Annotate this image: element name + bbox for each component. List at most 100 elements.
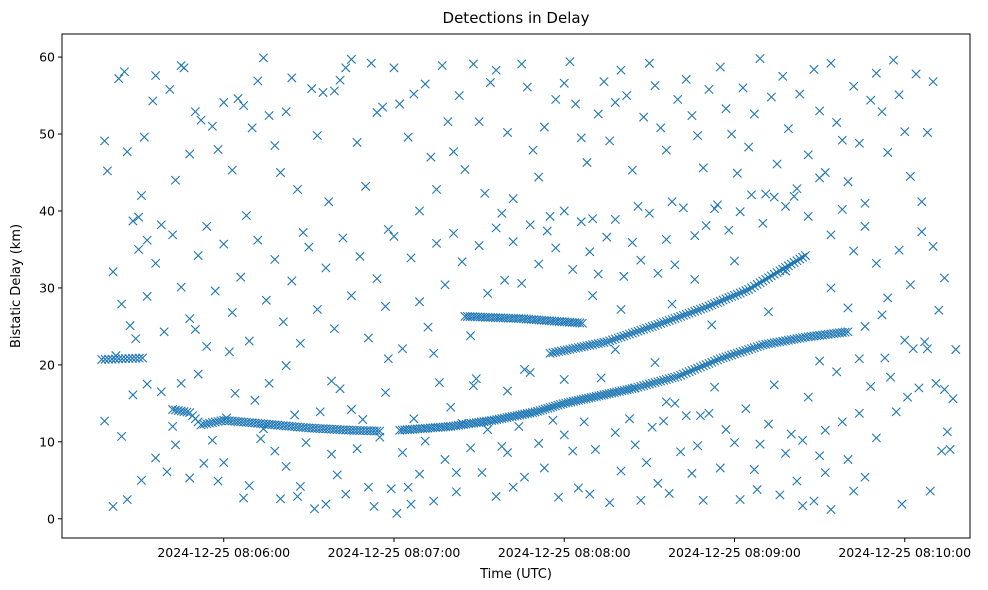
- scatter-point: [545, 211, 555, 221]
- x-axis-label: Time (UTC): [479, 567, 552, 582]
- scatter-point: [803, 392, 813, 402]
- scatter-point: [616, 65, 626, 75]
- scatter-point: [491, 65, 501, 75]
- scatter-point: [559, 374, 569, 385]
- scatter-point: [151, 70, 161, 81]
- scatter-point: [363, 482, 374, 492]
- scatter-point: [395, 99, 405, 109]
- track-point-track_d: [630, 383, 640, 393]
- track-point-track_b: [372, 426, 382, 436]
- scatter-point: [661, 234, 671, 245]
- x-axis-ticks: 2024-12-25 08:06:00 2024-12-25 08:07:00 20…: [157, 538, 971, 560]
- scatter-point: [633, 201, 643, 211]
- scatter-point: [185, 314, 195, 324]
- track-point-track_d: [701, 360, 711, 370]
- scatter-point: [815, 356, 825, 366]
- scatter-point: [894, 245, 904, 255]
- scatter-point: [176, 378, 186, 388]
- scatter-point: [500, 275, 510, 285]
- scatter-point: [815, 106, 825, 116]
- scatter-point: [406, 253, 416, 263]
- track-point-track_d: [729, 349, 740, 359]
- scatter-point: [431, 184, 442, 195]
- scatter-point: [704, 408, 714, 418]
- scatter-point: [942, 427, 952, 437]
- scatter-point: [687, 468, 697, 478]
- track-point-track_f: [573, 342, 584, 353]
- scatter-point: [202, 341, 212, 351]
- scatter-point: [860, 321, 870, 331]
- track-point-track_f: [718, 295, 728, 305]
- track-point-track_f: [644, 322, 654, 332]
- scatter-point: [219, 239, 229, 249]
- scatter-point: [477, 468, 487, 478]
- track-point-track_d: [724, 351, 734, 361]
- track-point-track_d: [786, 335, 796, 345]
- scatter-point: [119, 67, 130, 77]
- scatter-point: [329, 324, 339, 334]
- x-tick-label: 2024-12-25 08:10:00: [838, 545, 971, 560]
- track-point-track_d: [673, 371, 683, 382]
- scatter-point: [908, 344, 918, 354]
- scatter-point: [826, 283, 836, 293]
- scatter-point: [485, 77, 496, 88]
- scatter-point: [239, 100, 249, 111]
- scatter-point: [678, 203, 689, 213]
- scatter-point: [599, 77, 609, 87]
- scatter-point: [156, 387, 166, 397]
- track-point-track_d: [698, 361, 708, 371]
- scatter-point: [491, 223, 501, 233]
- scatter-point: [324, 197, 334, 207]
- track-point-track_d: [763, 339, 774, 349]
- scatter-point: [585, 247, 595, 257]
- scatter-point: [605, 136, 615, 146]
- track-point-track_f: [758, 276, 768, 286]
- scatter-point: [596, 373, 606, 383]
- track-point-track_d: [744, 344, 754, 355]
- scatter-point: [168, 421, 178, 432]
- track-point-track_d: [775, 337, 785, 347]
- track-point-track_d: [687, 365, 697, 376]
- scatter-point: [99, 416, 110, 426]
- scatter-point: [667, 299, 677, 309]
- scatter-point: [783, 124, 793, 134]
- scatter-point: [815, 173, 825, 183]
- track-point-track_d: [741, 345, 751, 355]
- scatter-point: [134, 244, 144, 255]
- track-point-track_f: [605, 336, 615, 346]
- scatter-point: [193, 251, 203, 261]
- scatter-point: [392, 508, 402, 518]
- track-point-track_d: [780, 336, 791, 346]
- scatter-point: [738, 83, 748, 93]
- track-point-track_f: [653, 319, 663, 330]
- scatter-point: [261, 295, 271, 305]
- track-point-track_d: [843, 327, 853, 337]
- scatter-point: [292, 491, 303, 502]
- scatter-point: [931, 378, 941, 388]
- track-point-track_a: [131, 353, 141, 363]
- scatter-point: [729, 437, 740, 448]
- scatter-point: [517, 59, 527, 69]
- track-point-track_b: [196, 420, 206, 430]
- scatter-point: [951, 344, 961, 355]
- scatter-point: [729, 256, 740, 266]
- x-tick-label: 2024-12-25 08:09:00: [668, 545, 801, 560]
- scatter-point: [854, 138, 864, 148]
- scatter-point: [514, 421, 524, 432]
- scatter-point: [383, 224, 393, 235]
- scatter-point: [227, 165, 237, 175]
- scatter-point: [922, 344, 933, 354]
- scatter-point: [681, 411, 691, 421]
- track-point-track_b: [170, 405, 181, 415]
- scatter-point: [905, 171, 916, 181]
- scatter-point: [695, 411, 706, 421]
- track-point-track_d: [695, 362, 706, 372]
- scatter-point: [190, 107, 200, 117]
- scatter-point: [221, 413, 232, 423]
- scatter-point: [593, 269, 603, 279]
- scatter-point: [366, 58, 376, 68]
- scatter-point: [843, 303, 853, 313]
- scatter-point: [820, 468, 830, 478]
- scatter-point: [636, 255, 646, 265]
